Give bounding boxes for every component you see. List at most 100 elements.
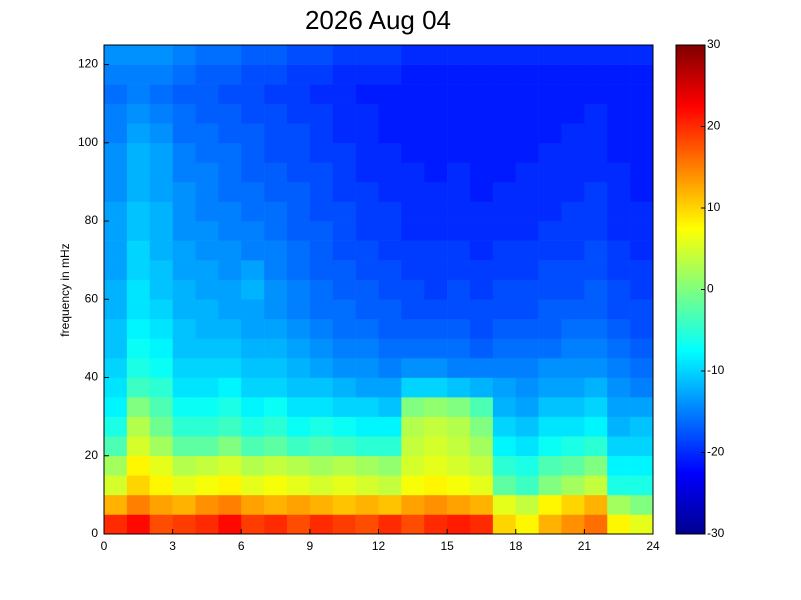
heatmap-cell xyxy=(126,45,151,65)
heatmap-cell xyxy=(287,123,311,144)
heatmap-cell xyxy=(149,494,173,515)
heatmap-cell xyxy=(287,45,311,65)
heatmap-cell xyxy=(424,357,448,378)
heatmap-cell xyxy=(515,240,539,261)
heatmap-cell xyxy=(355,357,379,378)
heatmap-cell xyxy=(218,475,242,496)
heatmap-cell xyxy=(264,357,288,378)
heatmap-cell xyxy=(332,436,356,457)
heatmap-cell xyxy=(424,494,448,515)
heatmap-cell xyxy=(584,338,608,359)
heatmap-cell xyxy=(104,240,128,261)
heatmap-cell xyxy=(241,181,265,202)
x-tick-label: 3 xyxy=(169,539,176,553)
heatmap-cell xyxy=(630,221,654,241)
heatmap-cell xyxy=(607,436,631,457)
heatmap-cell xyxy=(607,84,631,104)
heatmap-cell xyxy=(309,64,334,85)
heatmap-cell xyxy=(241,514,265,535)
heatmap-cell xyxy=(126,377,151,398)
heatmap-cell xyxy=(332,494,356,515)
heatmap-cell xyxy=(126,221,151,241)
heatmap-cell xyxy=(264,201,288,222)
heatmap-cell xyxy=(447,240,471,261)
heatmap-cell xyxy=(264,416,288,437)
heatmap-cell xyxy=(264,299,288,320)
heatmap-cell xyxy=(447,357,471,378)
heatmap-cell xyxy=(126,514,151,535)
heatmap-cell xyxy=(287,279,311,300)
heatmap-cell xyxy=(126,475,151,496)
heatmap-cell xyxy=(561,279,585,300)
heatmap-cell xyxy=(104,123,128,144)
heatmap-cell xyxy=(332,514,356,535)
heatmap-cell xyxy=(470,377,494,398)
heatmap-cell xyxy=(492,142,517,163)
x-tick-label: 12 xyxy=(372,539,386,553)
heatmap-cell xyxy=(104,494,128,515)
heatmap-cell xyxy=(378,397,402,417)
colorbar-tick-label: -10 xyxy=(707,363,725,377)
heatmap-cell xyxy=(309,103,334,124)
heatmap-cell xyxy=(470,221,494,241)
heatmap-cell xyxy=(584,103,608,124)
heatmap-cell xyxy=(378,279,402,300)
colorbar-tick-label: -30 xyxy=(707,526,725,540)
heatmap-cell xyxy=(607,103,631,124)
heatmap-cell xyxy=(447,377,471,398)
heatmap-cell xyxy=(195,103,219,124)
heatmap-cell xyxy=(401,318,425,339)
heatmap-cell xyxy=(492,84,517,104)
heatmap-cell xyxy=(515,142,539,163)
heatmap-cell xyxy=(401,377,425,398)
heatmap-cell xyxy=(149,299,173,320)
heatmap-cell xyxy=(470,201,494,222)
heatmap-cell xyxy=(378,475,402,496)
heatmap-cell xyxy=(287,455,311,476)
heatmap-cell xyxy=(287,357,311,378)
heatmap-cell xyxy=(172,260,196,281)
heatmap-cell xyxy=(195,201,219,222)
heatmap-cell xyxy=(309,318,334,339)
heatmap-cell xyxy=(287,514,311,535)
heatmap-cell xyxy=(172,318,196,339)
heatmap-cell xyxy=(332,201,356,222)
heatmap-cell xyxy=(584,436,608,457)
heatmap-cell xyxy=(126,397,151,417)
heatmap-cell xyxy=(172,162,196,183)
heatmap-cell xyxy=(492,181,517,202)
heatmap-cell xyxy=(264,103,288,124)
heatmap-cell xyxy=(492,416,517,437)
heatmap-cell xyxy=(424,123,448,144)
heatmap-cell xyxy=(378,103,402,124)
heatmap-cell xyxy=(401,142,425,163)
heatmap-cell xyxy=(378,318,402,339)
heatmap-cell xyxy=(561,514,585,535)
heatmap-cell xyxy=(378,455,402,476)
heatmap-cell xyxy=(149,240,173,261)
y-tick-label: 120 xyxy=(78,57,98,71)
heatmap-cell xyxy=(378,142,402,163)
heatmap-cell xyxy=(470,397,494,417)
heatmap-cell xyxy=(447,494,471,515)
heatmap-cell xyxy=(126,279,151,300)
heatmap-cell xyxy=(104,338,128,359)
heatmap-cell xyxy=(309,260,334,281)
heatmap-cell xyxy=(172,514,196,535)
heatmap-cell xyxy=(309,357,334,378)
heatmap-cell xyxy=(561,416,585,437)
heatmap-cell xyxy=(241,494,265,515)
heatmap-cell xyxy=(126,416,151,437)
heatmap-cell xyxy=(287,142,311,163)
heatmap-cell xyxy=(378,260,402,281)
heatmap-cell xyxy=(561,103,585,124)
heatmap-cell xyxy=(309,279,334,300)
heatmap-cell xyxy=(424,318,448,339)
heatmap-cell xyxy=(401,201,425,222)
heatmap-cell xyxy=(515,299,539,320)
heatmap-cell xyxy=(195,455,219,476)
heatmap-cell xyxy=(447,475,471,496)
heatmap-cell xyxy=(401,279,425,300)
heatmap-cell xyxy=(424,455,448,476)
